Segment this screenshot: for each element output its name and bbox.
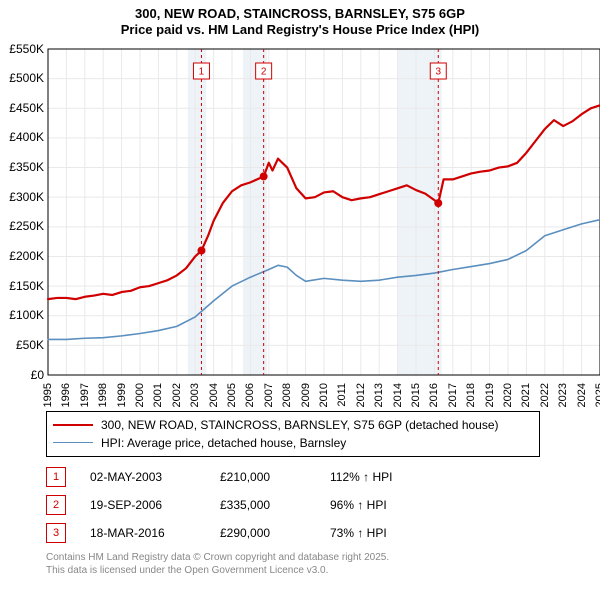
x-tick-label: 2005 — [226, 383, 238, 407]
x-tick-label: 1995 — [42, 383, 54, 407]
marker-badge-3: 3 — [46, 523, 66, 543]
y-tick-label: £500K — [0, 71, 44, 85]
x-tick-label: 2019 — [484, 383, 496, 407]
marker-table: 1 02-MAY-2003 £210,000 112% ↑ HPI 2 19-S… — [46, 467, 592, 543]
marker-hpi: 73% ↑ HPI — [330, 526, 450, 540]
x-tick-label: 2016 — [428, 383, 440, 407]
y-tick-label: £0 — [0, 368, 44, 382]
marker-date: 19-SEP-2006 — [90, 498, 220, 512]
x-tick-label: 2010 — [318, 383, 330, 407]
marker-date: 02-MAY-2003 — [90, 470, 220, 484]
chart-container: 300, NEW ROAD, STAINCROSS, BARNSLEY, S75… — [0, 0, 600, 590]
x-tick-label: 1998 — [97, 383, 109, 407]
x-tick-label: 2009 — [300, 383, 312, 407]
x-tick-label: 2001 — [152, 383, 164, 407]
marker-row: 3 18-MAR-2016 £290,000 73% ↑ HPI — [46, 523, 592, 543]
x-tick-label: 2014 — [392, 383, 404, 407]
svg-text:1: 1 — [199, 66, 205, 77]
x-tick-label: 2011 — [336, 383, 348, 407]
title-line-1: 300, NEW ROAD, STAINCROSS, BARNSLEY, S75… — [8, 6, 592, 22]
title-line-2: Price paid vs. HM Land Registry's House … — [8, 22, 592, 38]
marker-date: 18-MAR-2016 — [90, 526, 220, 540]
x-tick-label: 2015 — [410, 383, 422, 407]
y-tick-label: £150K — [0, 279, 44, 293]
y-tick-label: £200K — [0, 249, 44, 263]
legend-row: HPI: Average price, detached house, Barn… — [53, 434, 533, 452]
x-tick-label: 1997 — [79, 383, 91, 407]
x-tick-label: 2007 — [263, 383, 275, 407]
legend-row: 300, NEW ROAD, STAINCROSS, BARNSLEY, S75… — [53, 416, 533, 434]
x-tick-label: 2004 — [208, 383, 220, 407]
x-tick-label: 2018 — [465, 383, 477, 407]
y-tick-label: £250K — [0, 219, 44, 233]
y-tick-label: £400K — [0, 130, 44, 144]
chart-title: 300, NEW ROAD, STAINCROSS, BARNSLEY, S75… — [8, 6, 592, 39]
marker-price: £210,000 — [220, 470, 330, 484]
svg-text:3: 3 — [435, 66, 441, 77]
x-tick-label: 2024 — [576, 383, 588, 407]
attribution: Contains HM Land Registry data © Crown c… — [46, 551, 592, 577]
legend-swatch-1 — [53, 442, 93, 443]
plot-svg: 1 2 3 — [8, 43, 600, 403]
y-tick-label: £550K — [0, 42, 44, 56]
attribution-line-1: Contains HM Land Registry data © Crown c… — [46, 551, 592, 564]
x-tick-label: 2006 — [244, 383, 256, 407]
x-tick-label: 2025 — [594, 383, 600, 407]
x-tick-label: 2012 — [355, 383, 367, 407]
x-tick-label: 2017 — [447, 383, 459, 407]
marker-row: 2 19-SEP-2006 £335,000 96% ↑ HPI — [46, 495, 592, 515]
marker-hpi: 96% ↑ HPI — [330, 498, 450, 512]
y-tick-label: £350K — [0, 160, 44, 174]
x-tick-label: 2022 — [539, 383, 551, 407]
x-tick-label: 2023 — [557, 383, 569, 407]
x-tick-label: 1999 — [116, 383, 128, 407]
marker-hpi: 112% ↑ HPI — [330, 470, 450, 484]
x-tick-label: 2002 — [171, 383, 183, 407]
marker-badge-1: 1 — [46, 467, 66, 487]
legend: 300, NEW ROAD, STAINCROSS, BARNSLEY, S75… — [46, 411, 540, 457]
marker-row: 1 02-MAY-2003 £210,000 112% ↑ HPI — [46, 467, 592, 487]
y-tick-label: £300K — [0, 190, 44, 204]
plot-area: 123 £0£50K£100K£150K£200K£250K£300K£350K… — [8, 43, 592, 403]
attribution-line-2: This data is licensed under the Open Gov… — [46, 564, 592, 577]
y-tick-label: £100K — [0, 308, 44, 322]
x-tick-label: 2000 — [134, 383, 146, 407]
legend-swatch-0 — [53, 424, 93, 426]
svg-text:2: 2 — [261, 66, 267, 77]
x-tick-label: 2003 — [189, 383, 201, 407]
legend-label-1: HPI: Average price, detached house, Barn… — [101, 436, 346, 450]
y-tick-label: £50K — [0, 338, 44, 352]
x-tick-label: 2020 — [502, 383, 514, 407]
x-tick-label: 2021 — [520, 383, 532, 407]
y-tick-label: £450K — [0, 101, 44, 115]
marker-price: £290,000 — [220, 526, 330, 540]
x-tick-label: 1996 — [60, 383, 72, 407]
marker-price: £335,000 — [220, 498, 330, 512]
x-tick-label: 2013 — [373, 383, 385, 407]
legend-label-0: 300, NEW ROAD, STAINCROSS, BARNSLEY, S75… — [101, 418, 499, 432]
marker-badge-2: 2 — [46, 495, 66, 515]
x-tick-label: 2008 — [281, 383, 293, 407]
